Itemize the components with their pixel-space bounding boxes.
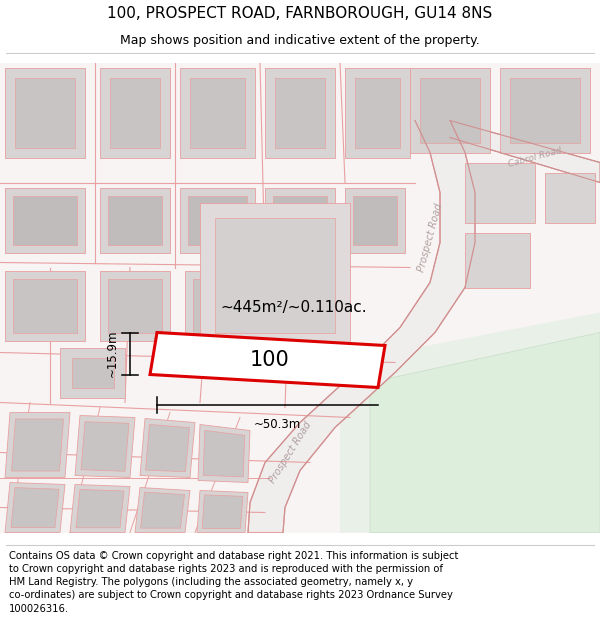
Polygon shape	[345, 188, 405, 253]
Polygon shape	[5, 68, 85, 158]
Polygon shape	[353, 196, 397, 244]
Polygon shape	[340, 312, 600, 532]
Polygon shape	[265, 68, 335, 158]
Polygon shape	[108, 196, 162, 244]
Polygon shape	[193, 279, 247, 332]
Polygon shape	[273, 279, 327, 332]
Text: Cabrol Road: Cabrol Road	[507, 146, 563, 169]
Polygon shape	[135, 488, 190, 532]
Polygon shape	[370, 332, 600, 532]
Polygon shape	[465, 232, 530, 288]
Polygon shape	[60, 348, 125, 398]
Text: 100, PROSPECT ROAD, FARNBOROUGH, GU14 8NS: 100, PROSPECT ROAD, FARNBOROUGH, GU14 8N…	[107, 6, 493, 21]
Polygon shape	[500, 68, 590, 152]
Text: 100: 100	[250, 349, 290, 369]
Polygon shape	[202, 495, 243, 528]
Polygon shape	[108, 279, 162, 332]
Polygon shape	[100, 68, 170, 158]
Polygon shape	[11, 419, 64, 471]
Polygon shape	[450, 121, 600, 182]
Polygon shape	[273, 196, 327, 244]
Polygon shape	[70, 484, 130, 532]
Polygon shape	[200, 202, 350, 348]
Polygon shape	[275, 78, 325, 148]
Polygon shape	[146, 424, 190, 472]
Text: Map shows position and indicative extent of the property.: Map shows position and indicative extent…	[120, 34, 480, 48]
Polygon shape	[13, 196, 77, 244]
Polygon shape	[140, 419, 195, 478]
Polygon shape	[190, 78, 245, 148]
Text: ~15.9m: ~15.9m	[106, 330, 119, 378]
Polygon shape	[5, 271, 85, 341]
Polygon shape	[248, 121, 475, 532]
Text: Contains OS data © Crown copyright and database right 2021. This information is : Contains OS data © Crown copyright and d…	[9, 551, 458, 614]
Polygon shape	[0, 62, 600, 532]
Polygon shape	[110, 78, 160, 148]
Polygon shape	[81, 422, 129, 471]
Polygon shape	[215, 217, 335, 332]
Polygon shape	[203, 431, 245, 477]
Text: Prospect Road: Prospect Road	[416, 202, 444, 273]
Polygon shape	[100, 271, 170, 341]
Polygon shape	[75, 416, 135, 478]
Polygon shape	[15, 78, 75, 148]
Polygon shape	[76, 489, 124, 528]
Polygon shape	[11, 488, 59, 528]
Polygon shape	[5, 482, 65, 532]
Polygon shape	[510, 78, 580, 142]
Polygon shape	[5, 412, 70, 478]
Polygon shape	[140, 492, 185, 528]
Text: ~445m²/~0.110ac.: ~445m²/~0.110ac.	[220, 300, 367, 315]
Polygon shape	[100, 188, 170, 253]
Text: Prospect Road: Prospect Road	[267, 420, 313, 485]
Polygon shape	[180, 68, 255, 158]
Polygon shape	[355, 78, 400, 148]
Polygon shape	[198, 424, 250, 483]
Polygon shape	[265, 188, 335, 253]
Polygon shape	[197, 491, 248, 532]
Polygon shape	[465, 162, 535, 222]
Polygon shape	[545, 173, 595, 222]
Polygon shape	[72, 357, 114, 388]
Polygon shape	[5, 188, 85, 253]
Polygon shape	[150, 332, 385, 388]
Polygon shape	[265, 271, 335, 341]
Polygon shape	[185, 271, 255, 341]
Polygon shape	[13, 279, 77, 332]
Text: ~50.3m: ~50.3m	[254, 418, 301, 431]
Polygon shape	[420, 78, 480, 142]
Polygon shape	[180, 188, 255, 253]
Polygon shape	[345, 68, 410, 158]
Polygon shape	[188, 196, 247, 244]
Polygon shape	[410, 68, 490, 152]
